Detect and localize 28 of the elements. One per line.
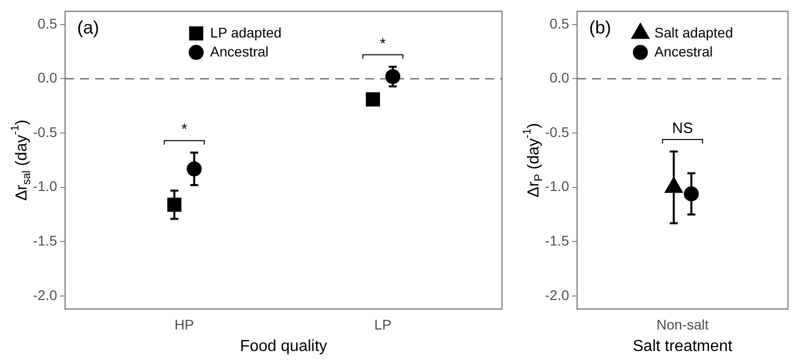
y-tick-label: 0.5 bbox=[550, 15, 570, 32]
legend-label: Salt adapted bbox=[654, 24, 734, 40]
legend-label: Ancestral bbox=[654, 43, 713, 60]
annotation: NS bbox=[672, 120, 693, 138]
legend-label: Ancestral bbox=[210, 43, 269, 60]
y-tick-label: -2.0 bbox=[545, 286, 570, 303]
y-tick-label: 0.0 bbox=[38, 70, 58, 86]
y-tick-label: -0.5 bbox=[545, 124, 570, 140]
y-tick-label: -1.0 bbox=[545, 178, 570, 194]
y-tick-label: -0.5 bbox=[33, 124, 58, 140]
annotation: * bbox=[380, 35, 386, 52]
y-axis-title: ΔrP (day-1) bbox=[522, 123, 545, 198]
y-tick-label: -2.0 bbox=[33, 286, 58, 303]
x-axis-title: Salt treatment bbox=[632, 338, 733, 355]
x-axis-title: Food quality bbox=[240, 338, 328, 355]
legend-label: LP adapted bbox=[210, 24, 282, 40]
y-axis-title: Δrsal (day-1) bbox=[10, 120, 33, 201]
x-tick-label: Non-salt bbox=[656, 316, 709, 332]
y-tick-label: 0.5 bbox=[38, 15, 58, 32]
y-tick-label: -1.5 bbox=[545, 232, 570, 249]
y-tick-label: -1.0 bbox=[33, 178, 58, 194]
x-tick-label: HP bbox=[174, 316, 194, 332]
x-tick-label: LP bbox=[374, 316, 392, 332]
y-tick-label: -1.5 bbox=[33, 232, 58, 249]
chart-title: (a) bbox=[77, 17, 100, 38]
chart-title: (b) bbox=[589, 17, 612, 38]
y-tick-label: 0.0 bbox=[550, 70, 570, 86]
annotation: * bbox=[181, 121, 188, 138]
